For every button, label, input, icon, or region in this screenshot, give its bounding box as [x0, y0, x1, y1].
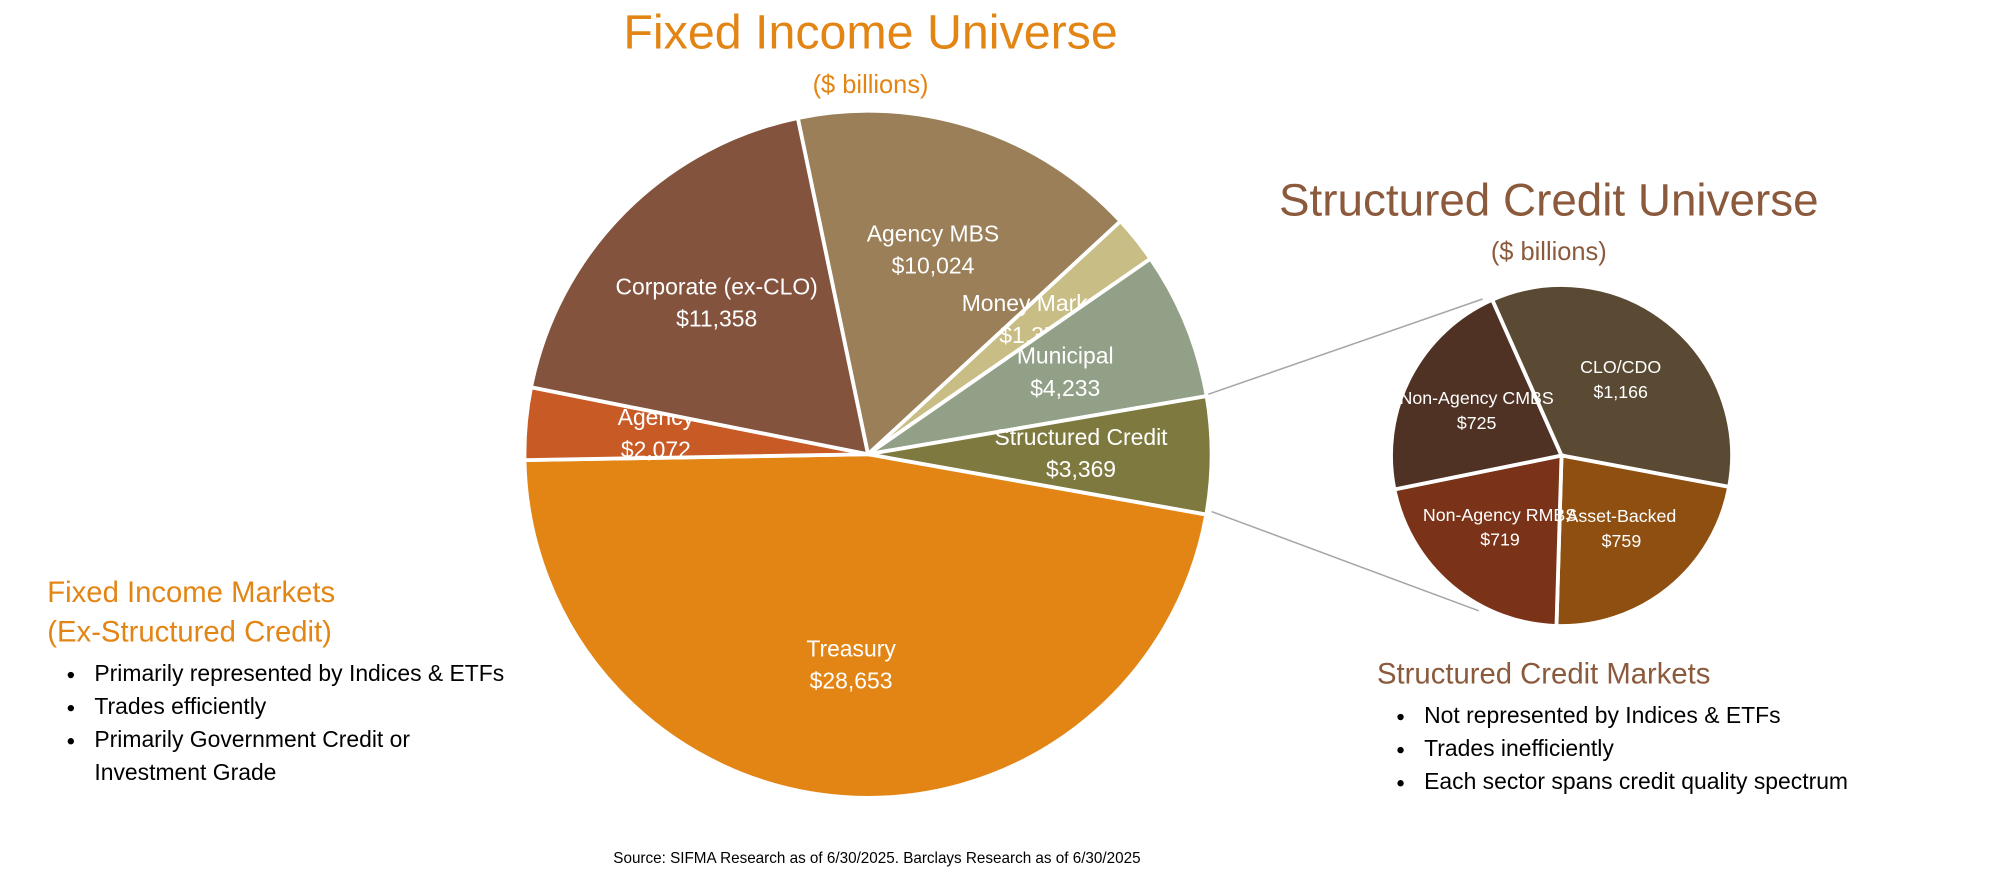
pie-slice [795, 108, 1124, 458]
slice-value-label: $11,358 [676, 305, 757, 331]
slice-value-label: $10,024 [892, 252, 975, 278]
slice-label: Corporate (ex-CLO) [616, 273, 818, 299]
pie-slice [866, 255, 1209, 457]
note-bullet: Trades inefficiently [1419, 732, 1861, 765]
pie-slice [1554, 453, 1732, 628]
note-heading: Structured Credit Markets [1377, 656, 1711, 690]
chart-subtitle: ($ billions) [1491, 238, 1607, 266]
note: Fixed Income Markets (Ex-Structured Credi… [47, 573, 518, 789]
pie-slice [522, 452, 1209, 800]
note: Structured Credit Markets Not represented… [1377, 654, 1861, 798]
note-heading: Fixed Income Markets [47, 575, 336, 609]
slice-label: Non-Agency CMBS [1399, 388, 1553, 408]
slice-label: Non-Agency RMBS [1423, 505, 1577, 525]
chart-title: Fixed Income Universe [623, 5, 1117, 59]
slice-value-label: $4,233 [1030, 375, 1100, 401]
note-list: Not represented by Indices & ETFsTrades … [1377, 699, 1861, 798]
notes-right: Structured Credit Markets Not represented… [1377, 654, 1861, 870]
slice-value-label: $719 [1480, 530, 1520, 550]
note-bullet: Trades efficiently [89, 690, 518, 723]
notes-left: Fixed Income Markets (Ex-Structured Credi… [47, 573, 518, 853]
slice-value-label: $1,166 [1593, 382, 1648, 402]
slice-label: Treasury [806, 636, 896, 662]
pie-slice [528, 115, 871, 457]
slice-value-label: $28,653 [810, 668, 893, 694]
note-bullet: Each sector spans credit quality spectru… [1419, 765, 1861, 798]
slice-label: Structured Credit [995, 424, 1169, 450]
connector-line [1211, 510, 1480, 612]
slice-value-label: $725 [1457, 413, 1497, 433]
note-bullet: Not represented by Indices & ETFs [1419, 699, 1861, 732]
note-list: Primarily represented by Indices & ETFsT… [47, 657, 518, 789]
slice-label: Agency MBS [867, 220, 999, 246]
connector-line [1207, 298, 1483, 396]
slice-value-label: $759 [1602, 531, 1642, 551]
chart-subtitle: ($ billions) [813, 71, 929, 99]
slice-label: CLO/CDO [1580, 357, 1661, 377]
note-heading: (Ex-Structured Credit) [47, 614, 332, 648]
slice-value-label: $2,072 [621, 436, 691, 462]
slice-label: Asset-Backed [1567, 506, 1677, 526]
pie-slice [1489, 283, 1734, 490]
pie-slice [1389, 297, 1565, 492]
pies: Fixed Income Universe ($ billions) Agency … [522, 5, 1819, 800]
source: Source: SIFMA Research as of 6/30/2025. … [613, 850, 1140, 867]
note-bullet: Primarily Government Credit or Investmen… [89, 723, 518, 789]
slice-label: Municipal [1017, 343, 1114, 369]
chart-title: Structured Credit Universe [1279, 175, 1819, 226]
pie-slice [1392, 453, 1564, 628]
slice-value-label: $3,369 [1046, 456, 1116, 482]
note-bullet: Primarily represented by Indices & ETFs [89, 657, 518, 690]
